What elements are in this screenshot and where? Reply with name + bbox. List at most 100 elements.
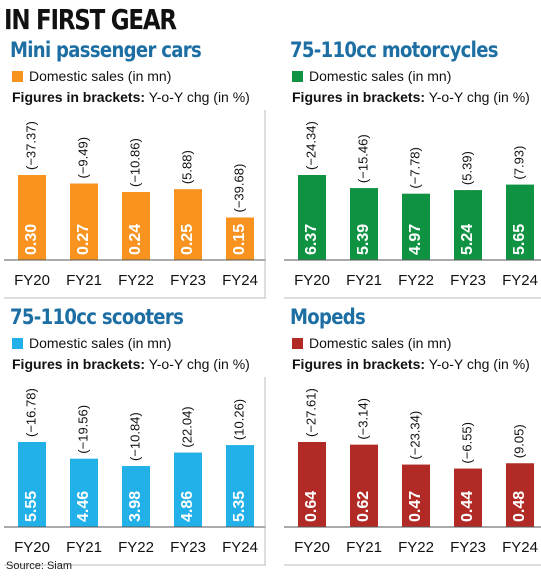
yoy-label: (−9.49) (75, 137, 90, 179)
bracket-note-label: Figures in brackets: (292, 356, 426, 372)
yoy-label: (−39.68) (231, 164, 246, 213)
chart-mini-passenger-cars: Mini passenger cars Domestic sales (in m… (4, 38, 266, 300)
bar-FY24 (506, 184, 534, 260)
value-label: 5.55 (23, 491, 40, 522)
yoy-label: (−24.34) (303, 121, 318, 170)
bar-FY23 (454, 190, 482, 260)
bar-FY23 (454, 468, 482, 527)
value-label: 0.48 (511, 491, 528, 522)
yoy-label: (7.93) (511, 146, 526, 180)
tick-label-FY21: FY21 (346, 539, 382, 556)
tick-label-FY21: FY21 (346, 272, 382, 289)
yoy-label: (9.05) (511, 424, 526, 458)
value-label: 6.37 (303, 224, 320, 255)
bar-FY22 (402, 464, 430, 527)
yoy-label: (−37.37) (23, 121, 38, 170)
bar-FY20 (18, 175, 46, 260)
bracket-note: Figures in brackets: Y-o-Y chg (in %) (292, 89, 530, 105)
tick-label-FY20: FY20 (14, 539, 50, 556)
tick-label-FY24: FY24 (502, 539, 538, 556)
value-label: 3.98 (127, 491, 144, 522)
value-label: 0.44 (459, 491, 476, 522)
legend-label: Domestic sales (in mn) (29, 335, 172, 351)
tick-label-FY23: FY23 (170, 272, 206, 289)
tick-label-FY22: FY22 (118, 272, 154, 289)
chart-title: 75-110cc motorcycles (290, 38, 498, 62)
yoy-label: (5.88) (179, 150, 194, 184)
yoy-label: (−15.46) (355, 134, 370, 183)
chart-title: Mopeds (290, 305, 366, 329)
value-label: 0.64 (303, 491, 320, 522)
bar-FY21 (70, 458, 98, 527)
value-label: 0.25 (179, 224, 196, 255)
chart-motorcycles: 75-110cc motorcycles Domestic sales (in … (284, 38, 541, 300)
value-label: 0.30 (23, 224, 40, 255)
bracket-note: Figures in brackets: Y-o-Y chg (in %) (12, 89, 250, 105)
yoy-label: (−10.86) (127, 138, 142, 187)
yoy-label: (22.04) (179, 406, 194, 447)
value-label: 5.65 (511, 224, 528, 255)
tick-label-FY22: FY22 (398, 272, 434, 289)
bar-plot: 6.37 (−24.34) FY20 5.39 (−15.46) FY21 4.97 (−7.… (284, 121, 541, 299)
legend-label: Domestic sales (in mn) (309, 335, 452, 351)
value-label: 0.62 (355, 491, 372, 522)
bar-FY21 (350, 188, 378, 260)
yoy-label: (−10.84) (127, 412, 142, 461)
legend: Domestic sales (in mn) (12, 68, 171, 84)
yoy-label: (−3.14) (355, 398, 370, 440)
tick-label-FY21: FY21 (66, 539, 102, 556)
bar-FY21 (70, 183, 98, 260)
bracket-note-text: Y-o-Y chg (in %) (148, 356, 250, 372)
bar-FY24 (226, 445, 254, 527)
tick-label-FY23: FY23 (450, 272, 486, 289)
tick-label-FY22: FY22 (398, 539, 434, 556)
tick-label-FY20: FY20 (14, 272, 50, 289)
tick-label-FY20: FY20 (294, 539, 330, 556)
tick-label-FY24: FY24 (222, 539, 258, 556)
value-label: 0.27 (75, 224, 92, 255)
tick-label-FY24: FY24 (222, 272, 258, 289)
chart-scooters: 75-110cc scooters Domestic sales (in mn)… (4, 305, 266, 567)
yoy-label: (−27.61) (303, 388, 318, 437)
yoy-label: (−16.78) (23, 388, 38, 437)
bar-plot: 5.55 (−16.78) FY20 4.46 (−19.56) FY21 3.98 (−10… (4, 377, 266, 566)
bracket-note-label: Figures in brackets: (12, 89, 146, 105)
bracket-note: Figures in brackets: Y-o-Y chg (in %) (292, 356, 530, 372)
chart-title: 75-110cc scooters (10, 305, 184, 329)
bar-FY22 (122, 192, 150, 260)
chart-mopeds: Mopeds Domestic sales (in mn) Figures in… (284, 305, 541, 567)
bar-FY20 (18, 442, 46, 527)
legend-label: Domestic sales (in mn) (309, 68, 452, 84)
yoy-label: (10.26) (231, 399, 246, 440)
bar-FY24 (226, 217, 254, 260)
yoy-label: (5.39) (459, 151, 474, 185)
tick-label-FY22: FY22 (118, 539, 154, 556)
bar-plot: 0.30 (−37.37) FY20 0.27 (−9.49) FY21 0.24 (−10.… (4, 110, 266, 299)
legend: Domestic sales (in mn) (292, 335, 451, 351)
tick-label-FY23: FY23 (450, 539, 486, 556)
yoy-label: (−23.34) (407, 411, 422, 460)
bracket-note-text: Y-o-Y chg (in %) (148, 89, 250, 105)
bracket-note-label: Figures in brackets: (12, 356, 146, 372)
yoy-label: (−6.55) (459, 422, 474, 464)
bar-FY21 (350, 444, 378, 527)
tick-label-FY23: FY23 (170, 539, 206, 556)
bar-FY20 (298, 442, 326, 527)
value-label: 4.86 (179, 491, 196, 522)
value-label: 5.39 (355, 224, 372, 255)
bar-FY22 (122, 466, 150, 527)
legend: Domestic sales (in mn) (12, 335, 171, 351)
bracket-note-label: Figures in brackets: (292, 89, 426, 105)
value-label: 5.24 (459, 224, 476, 255)
value-label: 0.24 (127, 224, 144, 255)
legend: Domestic sales (in mn) (292, 68, 451, 84)
yoy-label: (−19.56) (75, 405, 90, 454)
legend-swatch (292, 337, 303, 349)
source-note: Source: Siam (6, 560, 73, 572)
bracket-note-text: Y-o-Y chg (in %) (428, 89, 530, 105)
bar-plot: 0.64 (−27.61) FY20 0.62 (−3.14) FY21 0.47 (−23.… (284, 388, 541, 566)
value-label: 0.47 (407, 491, 424, 522)
tick-label-FY21: FY21 (66, 272, 102, 289)
bar-FY24 (506, 463, 534, 527)
legend-swatch (292, 70, 303, 82)
